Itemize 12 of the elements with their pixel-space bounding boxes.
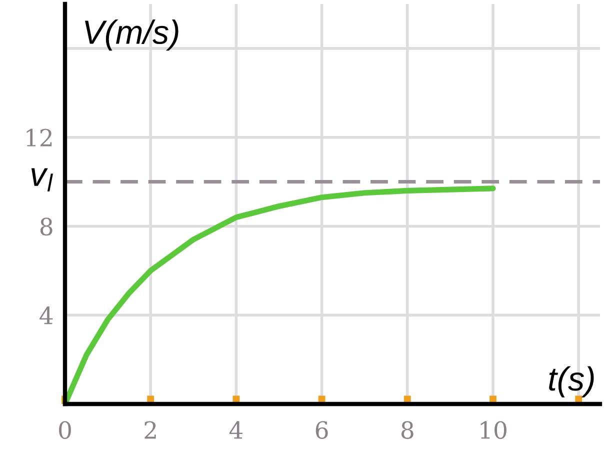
y-tick-label: 12 <box>26 128 52 146</box>
x-tick-label: 6 <box>316 421 328 439</box>
y-tick-label: 4 <box>40 306 53 324</box>
y-axis-title: V(m/s) <box>85 20 178 51</box>
x-axis-title: t(s) <box>549 366 594 398</box>
x-tick-label: 4 <box>229 421 243 439</box>
x-tick-label: 0 <box>59 421 71 439</box>
y-tick-label: 8 <box>40 218 52 236</box>
x-tick-label: 8 <box>401 421 414 439</box>
ref-line-label: v$_{l}$ <box>31 168 53 192</box>
x-tick-label: 10 <box>480 421 506 439</box>
x-tick-label: 2 <box>144 421 156 439</box>
